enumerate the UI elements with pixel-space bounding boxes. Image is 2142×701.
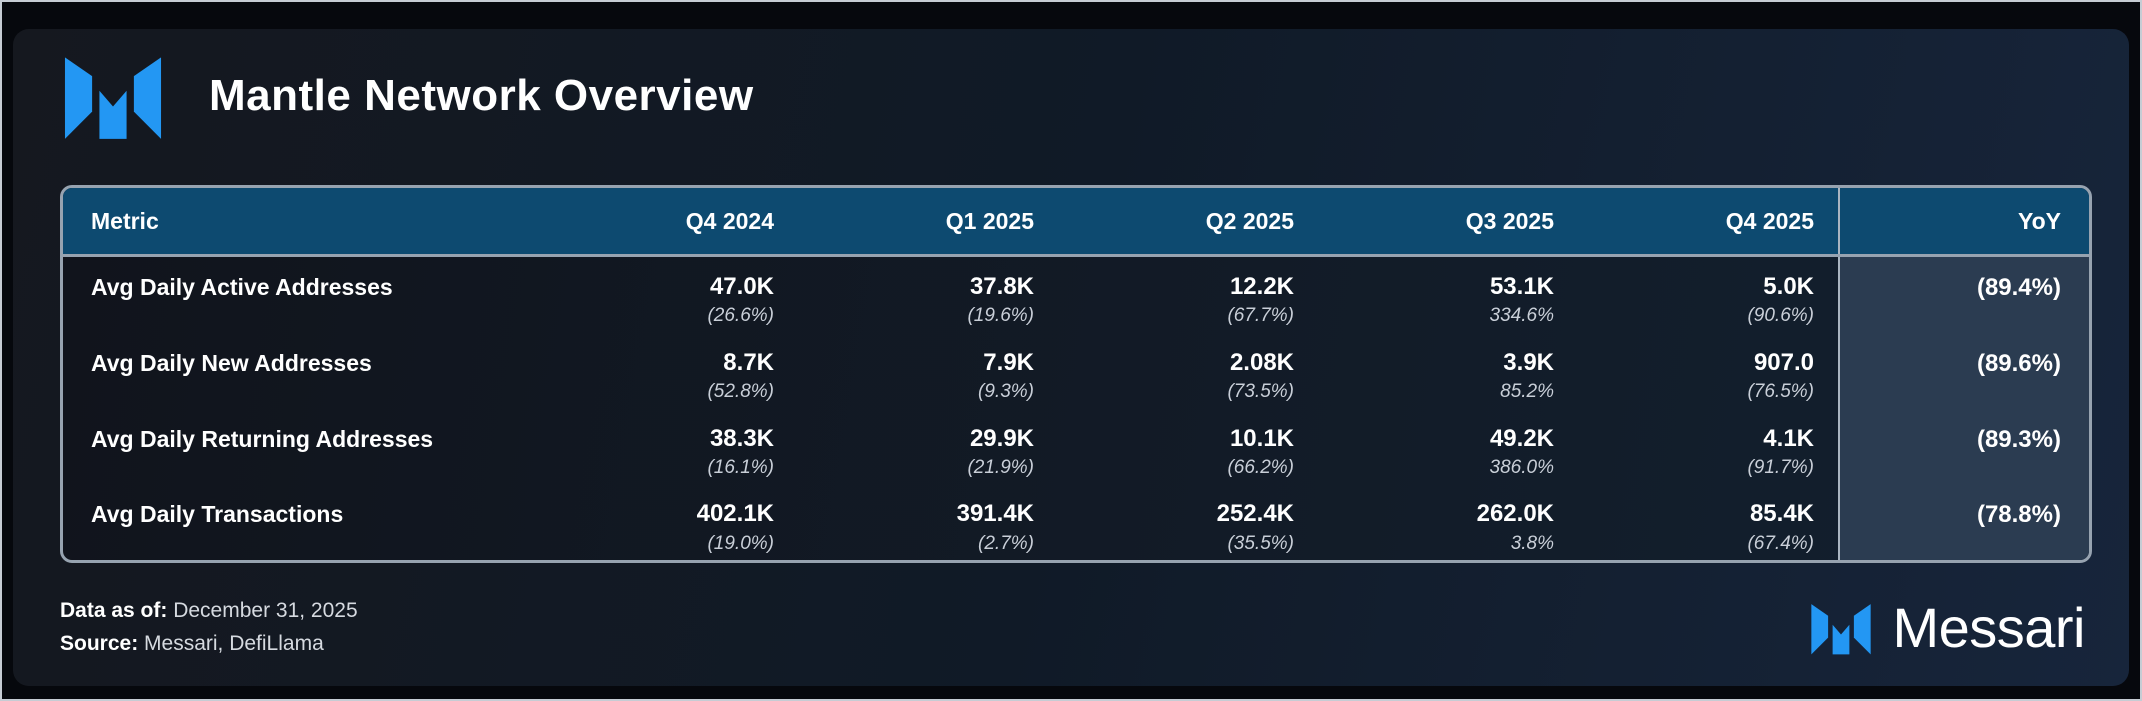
- cell-value: 252.4K: [1216, 500, 1294, 528]
- cell-q3-2025: 3.9K 85.2%: [1318, 333, 1578, 409]
- table-row: Avg Daily Returning Addresses 38.3K (16.…: [63, 408, 2089, 485]
- cell-q1-2025: 37.8K (19.6%): [798, 257, 1058, 333]
- cell-value: 8.7K: [723, 348, 774, 376]
- cell-q4-2024: 47.0K (26.6%): [538, 257, 798, 333]
- source-line: Source: Messari, DefiLlama: [60, 627, 358, 660]
- cell-value: 5.0K: [1763, 273, 1814, 300]
- cell-value: 907.0: [1753, 348, 1814, 376]
- cell-subvalue: (66.2%): [1227, 456, 1294, 478]
- column-header-q3-2025: Q3 2025: [1465, 207, 1554, 234]
- cell-q4-2024: 38.3K (16.1%): [538, 409, 798, 485]
- column-header-q4-2025: Q4 2025: [1725, 207, 1814, 234]
- cell-yoy: (89.6%): [1838, 332, 2089, 409]
- cell-value: 2.08K: [1229, 348, 1294, 376]
- cell-q1-2025: 391.4K (2.7%): [798, 484, 1058, 560]
- source-label: Source:: [60, 632, 139, 655]
- cell-subvalue: (52.8%): [707, 381, 774, 403]
- cell-value: 391.4K: [956, 500, 1034, 528]
- cell-subvalue: (35.5%): [1227, 532, 1294, 554]
- cell-subvalue: (2.7%): [978, 532, 1034, 554]
- cell-subvalue: (90.6%): [1747, 305, 1814, 327]
- table-body: Avg Daily Active Addresses 47.0K (26.6%)…: [63, 257, 2089, 560]
- cell-subvalue: (9.3%): [978, 381, 1034, 403]
- column-header-q1-2025: Q1 2025: [945, 207, 1034, 234]
- page-title: Mantle Network Overview: [209, 71, 754, 120]
- table-header-row: Metric Q4 2024 Q1 2025 Q2 2025 Q3 2025 Q…: [63, 188, 2089, 257]
- cell-subvalue: (91.7%): [1747, 456, 1814, 478]
- cell-q3-2025: 49.2K 386.0%: [1318, 409, 1578, 485]
- cell-subvalue: 85.2%: [1500, 381, 1554, 403]
- cell-value: 29.9K: [969, 424, 1034, 452]
- cell-q4-2025: 907.0 (76.5%): [1578, 333, 1838, 409]
- column-header-q2-2025: Q2 2025: [1205, 207, 1294, 234]
- data-as-of-line: Data as of: December 31, 2025: [60, 594, 358, 627]
- cell-value: 7.9K: [983, 348, 1034, 376]
- cell-subvalue: (76.5%): [1747, 381, 1814, 403]
- cell-subvalue: (21.9%): [967, 456, 1034, 478]
- metrics-table: Metric Q4 2024 Q1 2025 Q2 2025 Q3 2025 Q…: [60, 185, 2092, 563]
- header: Mantle Network Overview: [57, 49, 754, 143]
- cell-value: 49.2K: [1489, 424, 1554, 452]
- cell-value: 37.8K: [969, 273, 1034, 300]
- cell-q3-2025: 262.0K 3.8%: [1318, 484, 1578, 560]
- messari-logo-icon: [64, 57, 162, 139]
- cell-value: 47.0K: [709, 273, 774, 300]
- cell-value: 85.4K: [1749, 500, 1814, 528]
- cell-subvalue: 386.0%: [1489, 456, 1554, 478]
- messari-logo-icon: [1811, 603, 1872, 654]
- cell-subvalue: (67.7%): [1227, 305, 1294, 327]
- cell-yoy: (89.4%): [1838, 257, 2089, 333]
- cell-q2-2025: 10.1K (66.2%): [1058, 409, 1318, 485]
- cell-q4-2025: 5.0K (90.6%): [1578, 257, 1838, 333]
- messari-brand: Messari: [1806, 595, 2085, 660]
- data-as-of-value: December 31, 2025: [167, 599, 358, 622]
- cell-value: 38.3K: [709, 424, 774, 452]
- source-value: Messari, DefiLlama: [138, 632, 324, 655]
- cell-yoy: (78.8%): [1838, 484, 2089, 560]
- table-row: Avg Daily New Addresses 8.7K (52.8%) 7.9…: [63, 332, 2089, 409]
- cell-q3-2025: 53.1K 334.6%: [1318, 257, 1578, 333]
- cell-q2-2025: 252.4K (35.5%): [1058, 484, 1318, 560]
- cell-subvalue: 334.6%: [1489, 305, 1554, 327]
- cell-q4-2025: 4.1K (91.7%): [1578, 409, 1838, 485]
- cell-q1-2025: 29.9K (21.9%): [798, 409, 1058, 485]
- cell-value: 3.9K: [1503, 348, 1554, 376]
- cell-subvalue: (67.4%): [1747, 532, 1814, 554]
- cell-q4-2024: 402.1K (19.0%): [538, 484, 798, 560]
- metric-label: Avg Daily Active Addresses: [91, 274, 393, 300]
- cell-q1-2025: 7.9K (9.3%): [798, 333, 1058, 409]
- cell-subvalue: (26.6%): [707, 305, 774, 327]
- cell-yoy: (89.3%): [1838, 408, 2089, 485]
- column-header-metric: Metric: [91, 207, 159, 234]
- cell-subvalue: (16.1%): [707, 456, 774, 478]
- metric-label: Avg Daily New Addresses: [91, 349, 372, 376]
- metric-label: Avg Daily Transactions: [91, 501, 344, 528]
- cell-subvalue: 3.8%: [1510, 532, 1554, 554]
- metric-label: Avg Daily Returning Addresses: [91, 425, 434, 452]
- cell-value: 402.1K: [696, 500, 774, 528]
- cell-value: 53.1K: [1489, 273, 1554, 300]
- table-row: Avg Daily Transactions 402.1K (19.0%) 39…: [63, 484, 2089, 560]
- cell-subvalue: (19.6%): [967, 305, 1034, 327]
- card-background: Mantle Network Overview Metric Q4 2024 Q…: [13, 29, 2129, 686]
- cell-value: 4.1K: [1763, 424, 1814, 452]
- data-as-of-label: Data as of:: [60, 599, 168, 622]
- cell-q4-2024: 8.7K (52.8%): [538, 333, 798, 409]
- column-header-q4-2024: Q4 2024: [685, 207, 774, 234]
- footer-notes: Data as of: December 31, 2025 Source: Me…: [60, 594, 358, 660]
- cell-value: 12.2K: [1229, 273, 1294, 300]
- cell-q2-2025: 12.2K (67.7%): [1058, 257, 1318, 333]
- cell-q2-2025: 2.08K (73.5%): [1058, 333, 1318, 409]
- cell-value: 262.0K: [1476, 500, 1554, 528]
- brand-name: Messari: [1892, 596, 2085, 659]
- table-row: Avg Daily Active Addresses 47.0K (26.6%)…: [63, 257, 2089, 333]
- cell-subvalue: (19.0%): [707, 532, 774, 554]
- cell-subvalue: (73.5%): [1227, 381, 1294, 403]
- cell-value: 10.1K: [1229, 424, 1294, 452]
- cell-q4-2025: 85.4K (67.4%): [1578, 484, 1838, 560]
- column-header-yoy: YoY: [1838, 188, 2089, 254]
